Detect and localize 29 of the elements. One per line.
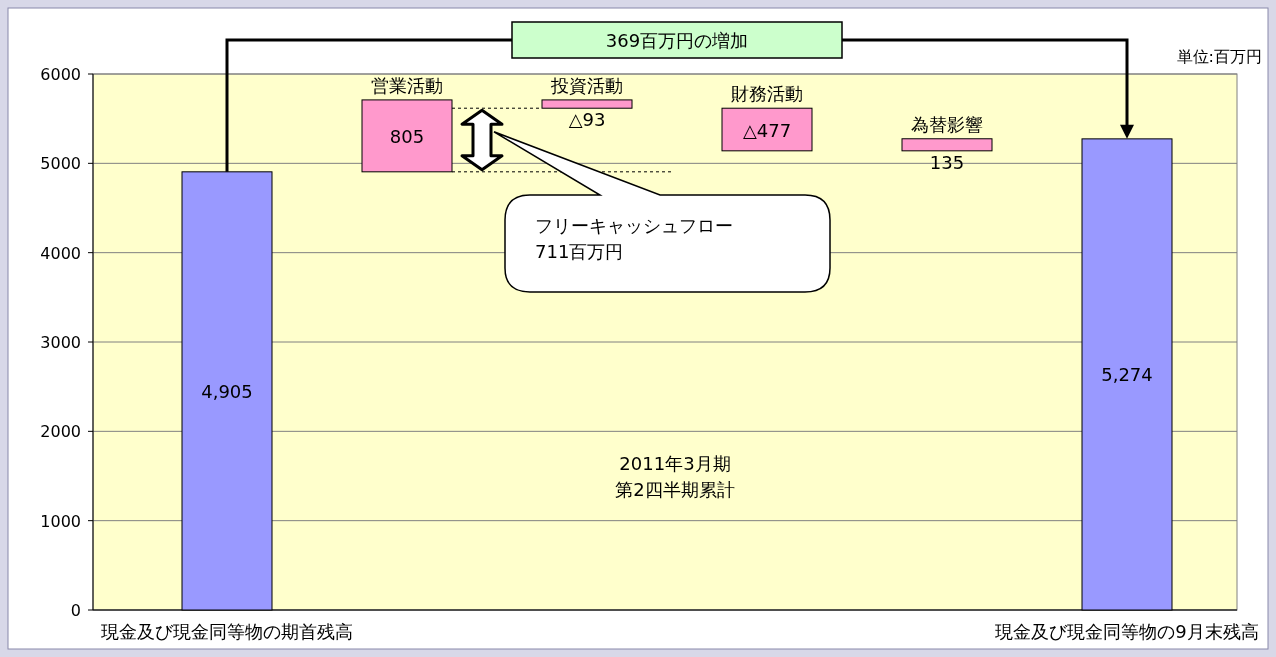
data-label: △477	[742, 119, 792, 141]
data-label: △93	[568, 109, 606, 131]
y-tick-label: 1000	[40, 511, 81, 531]
data-label: 5,274	[1101, 364, 1153, 386]
bar	[721, 107, 813, 152]
x-tick-label: 為替影響	[911, 113, 983, 135]
data-label: 805	[389, 125, 425, 147]
y-tick-label: 5000	[40, 154, 81, 174]
annotation: 第2四半期累計	[615, 479, 735, 500]
text: 369百万円の増加	[605, 30, 749, 51]
x-tick-label: 現金及び現金同等物の9月末残高	[995, 621, 1259, 642]
annotation: フリーキャッシュフロー	[535, 215, 733, 236]
bar	[361, 99, 453, 173]
data-label: 135	[929, 151, 965, 173]
y-tick-label: 2000	[40, 422, 81, 442]
y-tick-label: 6000	[40, 65, 81, 84]
data-label: 4,905	[201, 380, 253, 402]
bar	[541, 99, 633, 109]
bar	[901, 138, 993, 152]
annotation: 2011年3月期	[619, 453, 731, 474]
x-tick-label: 投資活動	[550, 74, 623, 96]
y-tick-label: 3000	[40, 333, 81, 352]
y-tick-label: 0	[70, 601, 81, 620]
x-tick-label: 財務活動	[731, 83, 803, 105]
x-tick-label: 現金及び現金同等物の期首残高	[101, 621, 353, 642]
annotation: 711百万円	[535, 241, 624, 262]
text: 単位:百万円	[1176, 47, 1262, 66]
y-tick-label: 4000	[40, 243, 81, 263]
x-tick-label: 営業活動	[371, 74, 443, 96]
